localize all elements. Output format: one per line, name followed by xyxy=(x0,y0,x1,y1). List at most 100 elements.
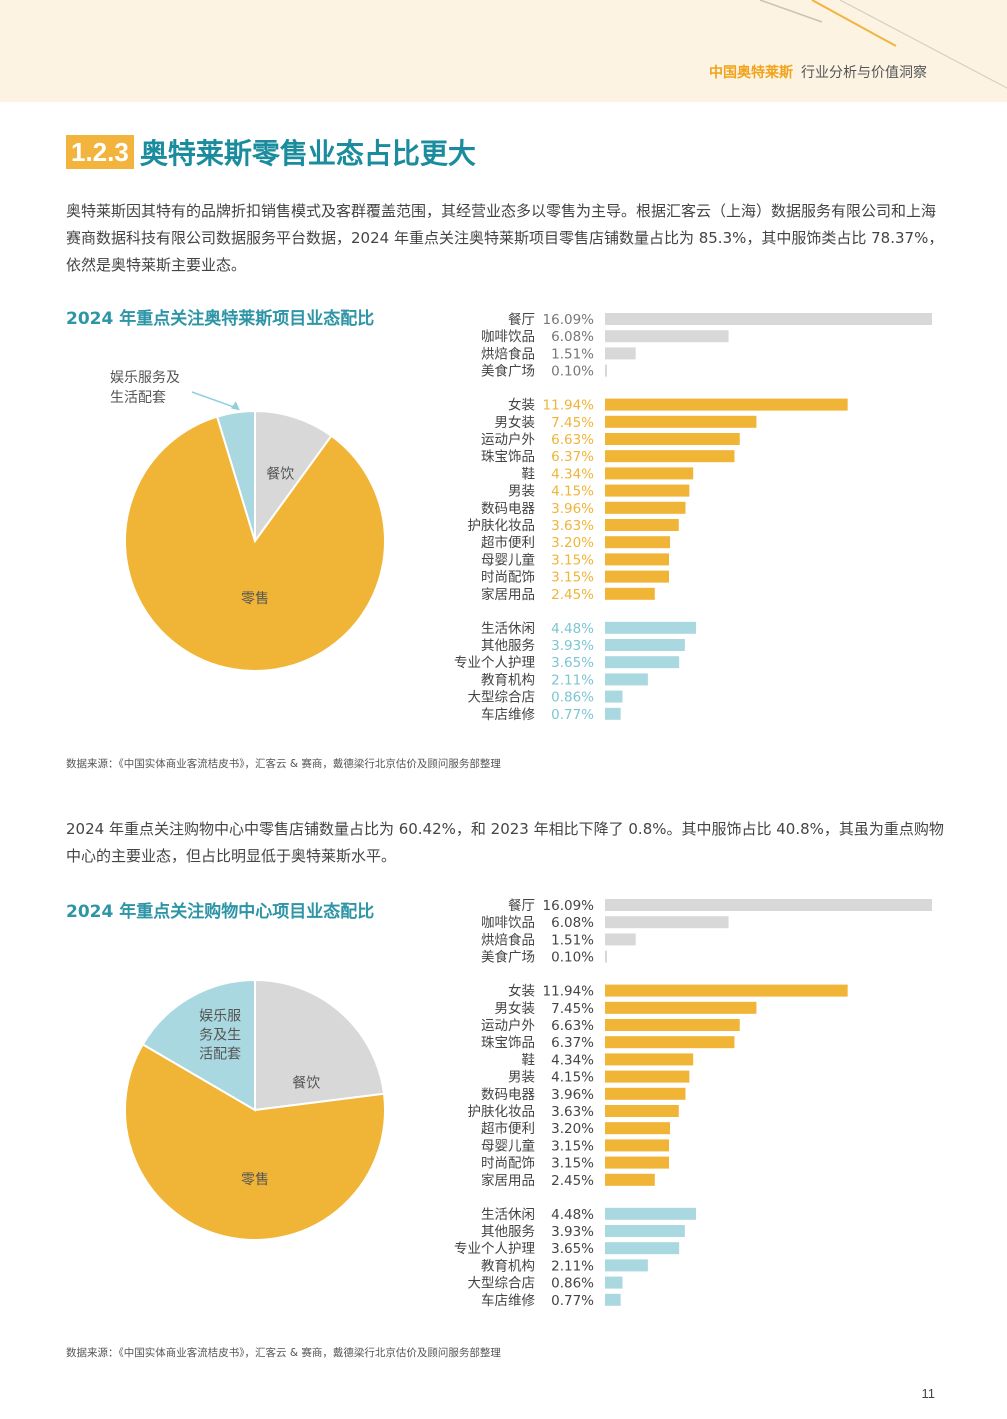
bar-1-7 xyxy=(605,1105,679,1117)
bar-category-label: 时尚配饰 xyxy=(481,1156,535,1172)
bar-category-label: 鞋 xyxy=(522,1052,536,1068)
bar-value-label: 4.48% xyxy=(551,621,594,637)
bar-value-label: 0.10% xyxy=(551,950,594,966)
bar-1-0 xyxy=(605,984,848,997)
bar-0-2 xyxy=(605,933,636,946)
bar-value-label: 3.65% xyxy=(551,1241,594,1257)
bar-category-label: 教育机构 xyxy=(481,1258,535,1274)
bar-1-4 xyxy=(605,467,694,480)
header-brand-name: 中国奥特莱斯 xyxy=(709,65,793,81)
bar-1-9 xyxy=(605,1139,670,1152)
bar-2-3 xyxy=(605,1259,648,1272)
bar-1-3 xyxy=(605,1036,735,1049)
section-title: 奥特莱斯零售业态占比更大 xyxy=(139,137,476,170)
bar-category-label: 数码电器 xyxy=(481,501,535,517)
bar-value-label: 0.10% xyxy=(551,364,594,380)
bar-value-label: 1.51% xyxy=(551,346,594,362)
chart-title-malls: 2024 年重点关注购物中心项目业态配比 xyxy=(66,902,375,922)
bar-category-label: 男女装 xyxy=(495,1000,536,1017)
bar-category-label: 咖啡饮品 xyxy=(481,329,535,345)
bar-value-label: 6.08% xyxy=(551,915,594,931)
bar-category-label: 运动户外 xyxy=(481,1017,535,1034)
bar-value-label: 0.77% xyxy=(551,1293,594,1309)
bar-2-2 xyxy=(605,1242,680,1255)
bar-category-label: 数码电器 xyxy=(481,1087,535,1103)
bar-category-label: 生活休闲 xyxy=(481,1207,535,1223)
bar-value-label: 16.09% xyxy=(543,898,595,914)
section-number: 1.2.3 xyxy=(66,135,134,169)
bar-1-1 xyxy=(605,415,757,428)
bar-value-label: 6.63% xyxy=(551,1018,594,1034)
bar-category-label: 母婴儿童 xyxy=(481,551,535,568)
bar-value-label: 3.93% xyxy=(551,638,594,654)
bar-category-label: 珠宝饰品 xyxy=(481,449,535,465)
bar-category-label: 女装 xyxy=(508,397,535,414)
bar-value-label: 3.63% xyxy=(551,518,594,534)
bar-value-label: 4.34% xyxy=(551,466,594,482)
bar-1-11 xyxy=(605,1173,655,1186)
pie-callout-line-0: 娱乐服务及 xyxy=(110,370,180,386)
bar-category-label: 美食广场 xyxy=(481,949,535,966)
bar-0-1 xyxy=(605,916,729,929)
bar-1-3 xyxy=(605,450,735,463)
bar-value-label: 4.15% xyxy=(551,1070,594,1086)
bar-1-5 xyxy=(605,1070,690,1083)
bar-category-label: 车店维修 xyxy=(481,1292,535,1309)
bar-category-label: 男装 xyxy=(508,484,535,500)
bar-2-0 xyxy=(605,1207,697,1220)
header-tagline: 行业分析与价值洞察 xyxy=(801,65,927,81)
bar-2-4 xyxy=(605,1276,623,1289)
bar-value-label: 6.08% xyxy=(551,329,594,345)
bar-1-1 xyxy=(605,1001,757,1014)
bar-2-1 xyxy=(605,1225,685,1237)
bar-value-label: 3.65% xyxy=(551,655,594,671)
pie-label-entertainment-line-1: 务及生 xyxy=(199,1027,241,1043)
bar-value-label: 4.34% xyxy=(551,1052,594,1068)
pie-slice-0 xyxy=(254,978,386,1112)
bar-category-label: 大型综合店 xyxy=(468,1276,536,1292)
bar-2-0 xyxy=(605,621,697,634)
bar-1-2 xyxy=(605,433,740,445)
pie-callout-arrowhead xyxy=(230,401,240,411)
bar-value-label: 3.15% xyxy=(551,1138,594,1154)
bar-0-0 xyxy=(605,899,932,911)
chart-title-outlets: 2024 年重点关注奥特莱斯项目业态配比 xyxy=(66,309,375,329)
section-heading: 1.2.3 奥特莱斯零售业态占比更大 xyxy=(66,132,476,172)
data-source-note: 数据来源：《中国实体商业客流桔皮书》，汇客云 & 赛商，戴德梁行北京估价及顾问服… xyxy=(66,758,501,770)
bar-0-1 xyxy=(605,330,729,343)
bar-category-label: 超市便利 xyxy=(481,1120,535,1137)
bar-value-label: 6.63% xyxy=(551,432,594,448)
bar-category-label: 餐厅 xyxy=(508,898,535,914)
bar-category-label: 鞋 xyxy=(522,466,536,482)
bar-category-label: 专业个人护理 xyxy=(454,1241,535,1257)
bar-category-label: 车店维修 xyxy=(481,706,535,723)
bar-0-2 xyxy=(605,347,636,360)
pie-slice-1 xyxy=(124,1043,386,1241)
bar-category-label: 其他服务 xyxy=(481,638,535,654)
bar-0-0 xyxy=(605,313,932,325)
bar-chart-malls: 餐厅 16.09% 咖啡饮品 6.08% 烘焙食品 1.51% 美食广场 0.10% 女装 11.… xyxy=(454,898,932,1309)
bar-category-label: 其他服务 xyxy=(481,1224,535,1240)
header-brand: 中国奥特莱斯 行业分析与价值洞察 xyxy=(709,62,927,82)
pie-slice-2 xyxy=(141,978,256,1112)
pie-label-entertainment-line-0: 娱乐服 xyxy=(199,1008,241,1024)
bar-category-label: 运动户外 xyxy=(481,431,535,448)
pie-slice-1 xyxy=(124,415,386,672)
bar-value-label: 16.09% xyxy=(543,312,595,328)
bar-category-label: 护肤化妆品 xyxy=(468,518,536,534)
data-source-note-2: 数据来源：《中国实体商业客流桔皮书》，汇客云 & 赛商，戴德梁行北京估价及顾问服… xyxy=(66,1347,501,1359)
bar-value-label: 3.20% xyxy=(551,1121,594,1137)
bar-category-label: 教育机构 xyxy=(481,672,535,688)
bar-1-9 xyxy=(605,553,670,566)
bar-category-label: 护肤化妆品 xyxy=(468,1104,536,1120)
bar-category-label: 烘焙食品 xyxy=(481,931,535,948)
bar-category-label: 珠宝饰品 xyxy=(481,1035,535,1051)
bar-value-label: 3.15% xyxy=(551,552,594,568)
bar-category-label: 男女装 xyxy=(495,414,536,431)
bar-value-label: 2.45% xyxy=(551,1173,594,1189)
bar-2-4 xyxy=(605,690,623,703)
bar-1-10 xyxy=(605,570,670,583)
bar-value-label: 2.11% xyxy=(551,672,594,688)
